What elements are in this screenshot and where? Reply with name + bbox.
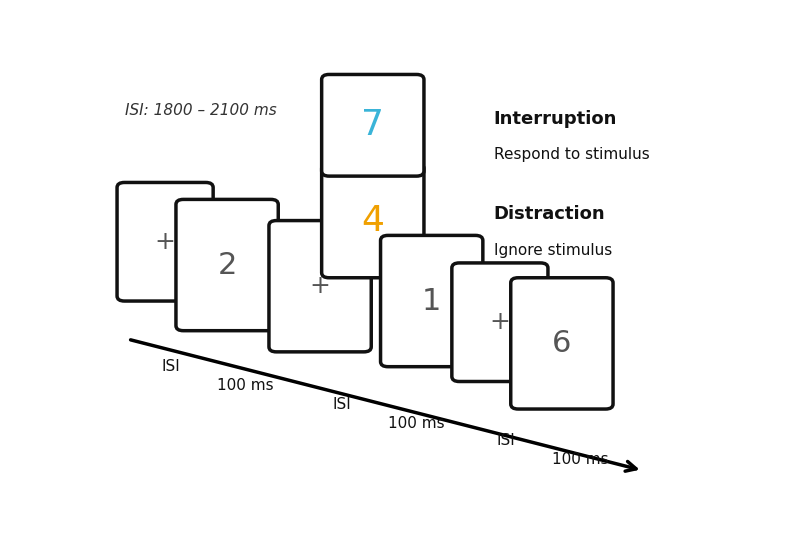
Text: 100 ms: 100 ms bbox=[552, 452, 609, 468]
Text: 7: 7 bbox=[362, 108, 384, 142]
Text: Respond to stimulus: Respond to stimulus bbox=[494, 147, 650, 162]
Text: +: + bbox=[490, 310, 510, 334]
FancyBboxPatch shape bbox=[117, 183, 213, 301]
Text: ISI: ISI bbox=[333, 397, 351, 412]
Text: ISI: 1800 – 2100 ms: ISI: 1800 – 2100 ms bbox=[125, 103, 277, 118]
Text: +: + bbox=[154, 230, 175, 254]
Text: 2: 2 bbox=[218, 251, 237, 279]
Text: +: + bbox=[310, 274, 330, 298]
Text: Distraction: Distraction bbox=[494, 205, 606, 223]
Text: ISI: ISI bbox=[497, 433, 515, 448]
Text: 6: 6 bbox=[552, 329, 571, 358]
Text: 1: 1 bbox=[422, 287, 442, 316]
FancyBboxPatch shape bbox=[269, 221, 371, 352]
FancyBboxPatch shape bbox=[176, 200, 278, 331]
FancyBboxPatch shape bbox=[322, 74, 424, 176]
Text: 4: 4 bbox=[362, 204, 384, 238]
Text: 100 ms: 100 ms bbox=[218, 378, 274, 393]
FancyBboxPatch shape bbox=[381, 235, 483, 367]
FancyBboxPatch shape bbox=[510, 278, 613, 409]
Text: 100 ms: 100 ms bbox=[388, 416, 445, 431]
Text: Ignore stimulus: Ignore stimulus bbox=[494, 243, 612, 258]
FancyBboxPatch shape bbox=[452, 263, 548, 382]
Text: Interruption: Interruption bbox=[494, 110, 617, 128]
Text: ISI: ISI bbox=[162, 359, 181, 374]
FancyBboxPatch shape bbox=[322, 163, 424, 278]
